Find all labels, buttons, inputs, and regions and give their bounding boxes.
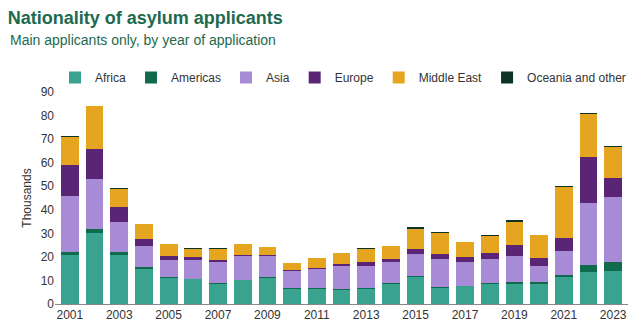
svg-text:2015: 2015: [402, 308, 429, 322]
svg-text:2001: 2001: [56, 308, 83, 322]
svg-text:2005: 2005: [155, 308, 182, 322]
svg-text:Americas: Americas: [171, 71, 221, 85]
svg-text:2007: 2007: [205, 308, 232, 322]
svg-text:2003: 2003: [106, 308, 133, 322]
svg-text:Oceania and other: Oceania and other: [527, 71, 626, 85]
svg-text:70: 70: [41, 132, 55, 146]
svg-text:10: 10: [41, 274, 55, 288]
svg-text:Middle East: Middle East: [419, 71, 482, 85]
svg-text:Thousands: Thousands: [20, 168, 34, 227]
svg-text:2021: 2021: [550, 308, 577, 322]
svg-text:2011: 2011: [304, 308, 330, 322]
svg-text:Main applicants only, by year: Main applicants only, by year of applica…: [10, 32, 276, 48]
svg-text:30: 30: [41, 227, 55, 241]
svg-text:2023: 2023: [600, 308, 627, 322]
svg-text:2009: 2009: [254, 308, 281, 322]
svg-text:Europe: Europe: [335, 71, 374, 85]
svg-text:2017: 2017: [452, 308, 479, 322]
svg-text:2019: 2019: [501, 308, 528, 322]
svg-text:80: 80: [41, 109, 55, 123]
svg-text:40: 40: [41, 203, 55, 217]
svg-text:Nationality of asylum applican: Nationality of asylum applicants: [8, 8, 283, 28]
svg-text:60: 60: [41, 156, 55, 170]
svg-text:Asia: Asia: [266, 71, 290, 85]
svg-text:90: 90: [41, 85, 55, 99]
svg-text:50: 50: [41, 179, 55, 193]
svg-text:Africa: Africa: [95, 71, 126, 85]
svg-text:2013: 2013: [353, 308, 380, 322]
svg-text:20: 20: [41, 250, 55, 264]
svg-text:0: 0: [47, 297, 54, 311]
